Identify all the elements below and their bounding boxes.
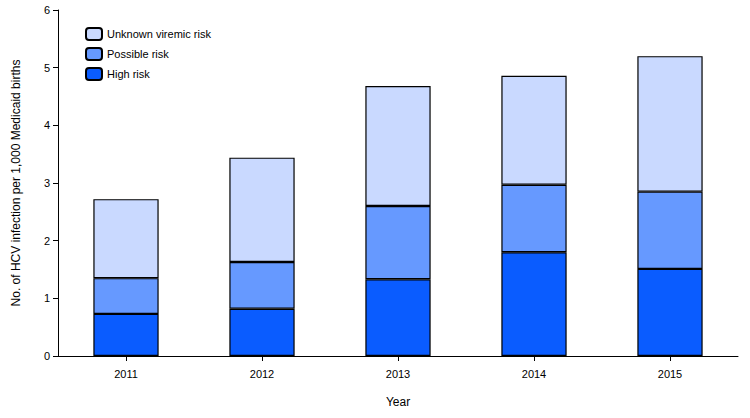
svg-text:2013: 2013 <box>386 368 410 380</box>
svg-text:3: 3 <box>44 177 50 189</box>
svg-text:1: 1 <box>44 292 50 304</box>
svg-text:5: 5 <box>44 62 50 74</box>
svg-text:6: 6 <box>44 4 50 16</box>
svg-text:Year: Year <box>386 395 410 409</box>
svg-text:High risk: High risk <box>107 68 150 80</box>
svg-text:2011: 2011 <box>114 368 138 380</box>
svg-text:Unknown viremic risk: Unknown viremic risk <box>107 28 211 40</box>
svg-text:Possible risk: Possible risk <box>107 48 169 60</box>
svg-text:2014: 2014 <box>522 368 546 380</box>
svg-text:4: 4 <box>44 119 50 131</box>
svg-text:0: 0 <box>44 350 50 362</box>
svg-text:No. of HCV infection per 1,000: No. of HCV infection per 1,000 Medicaid … <box>9 60 23 307</box>
svg-text:2012: 2012 <box>250 368 274 380</box>
svg-text:2015: 2015 <box>658 368 682 380</box>
svg-text:2: 2 <box>44 235 50 247</box>
